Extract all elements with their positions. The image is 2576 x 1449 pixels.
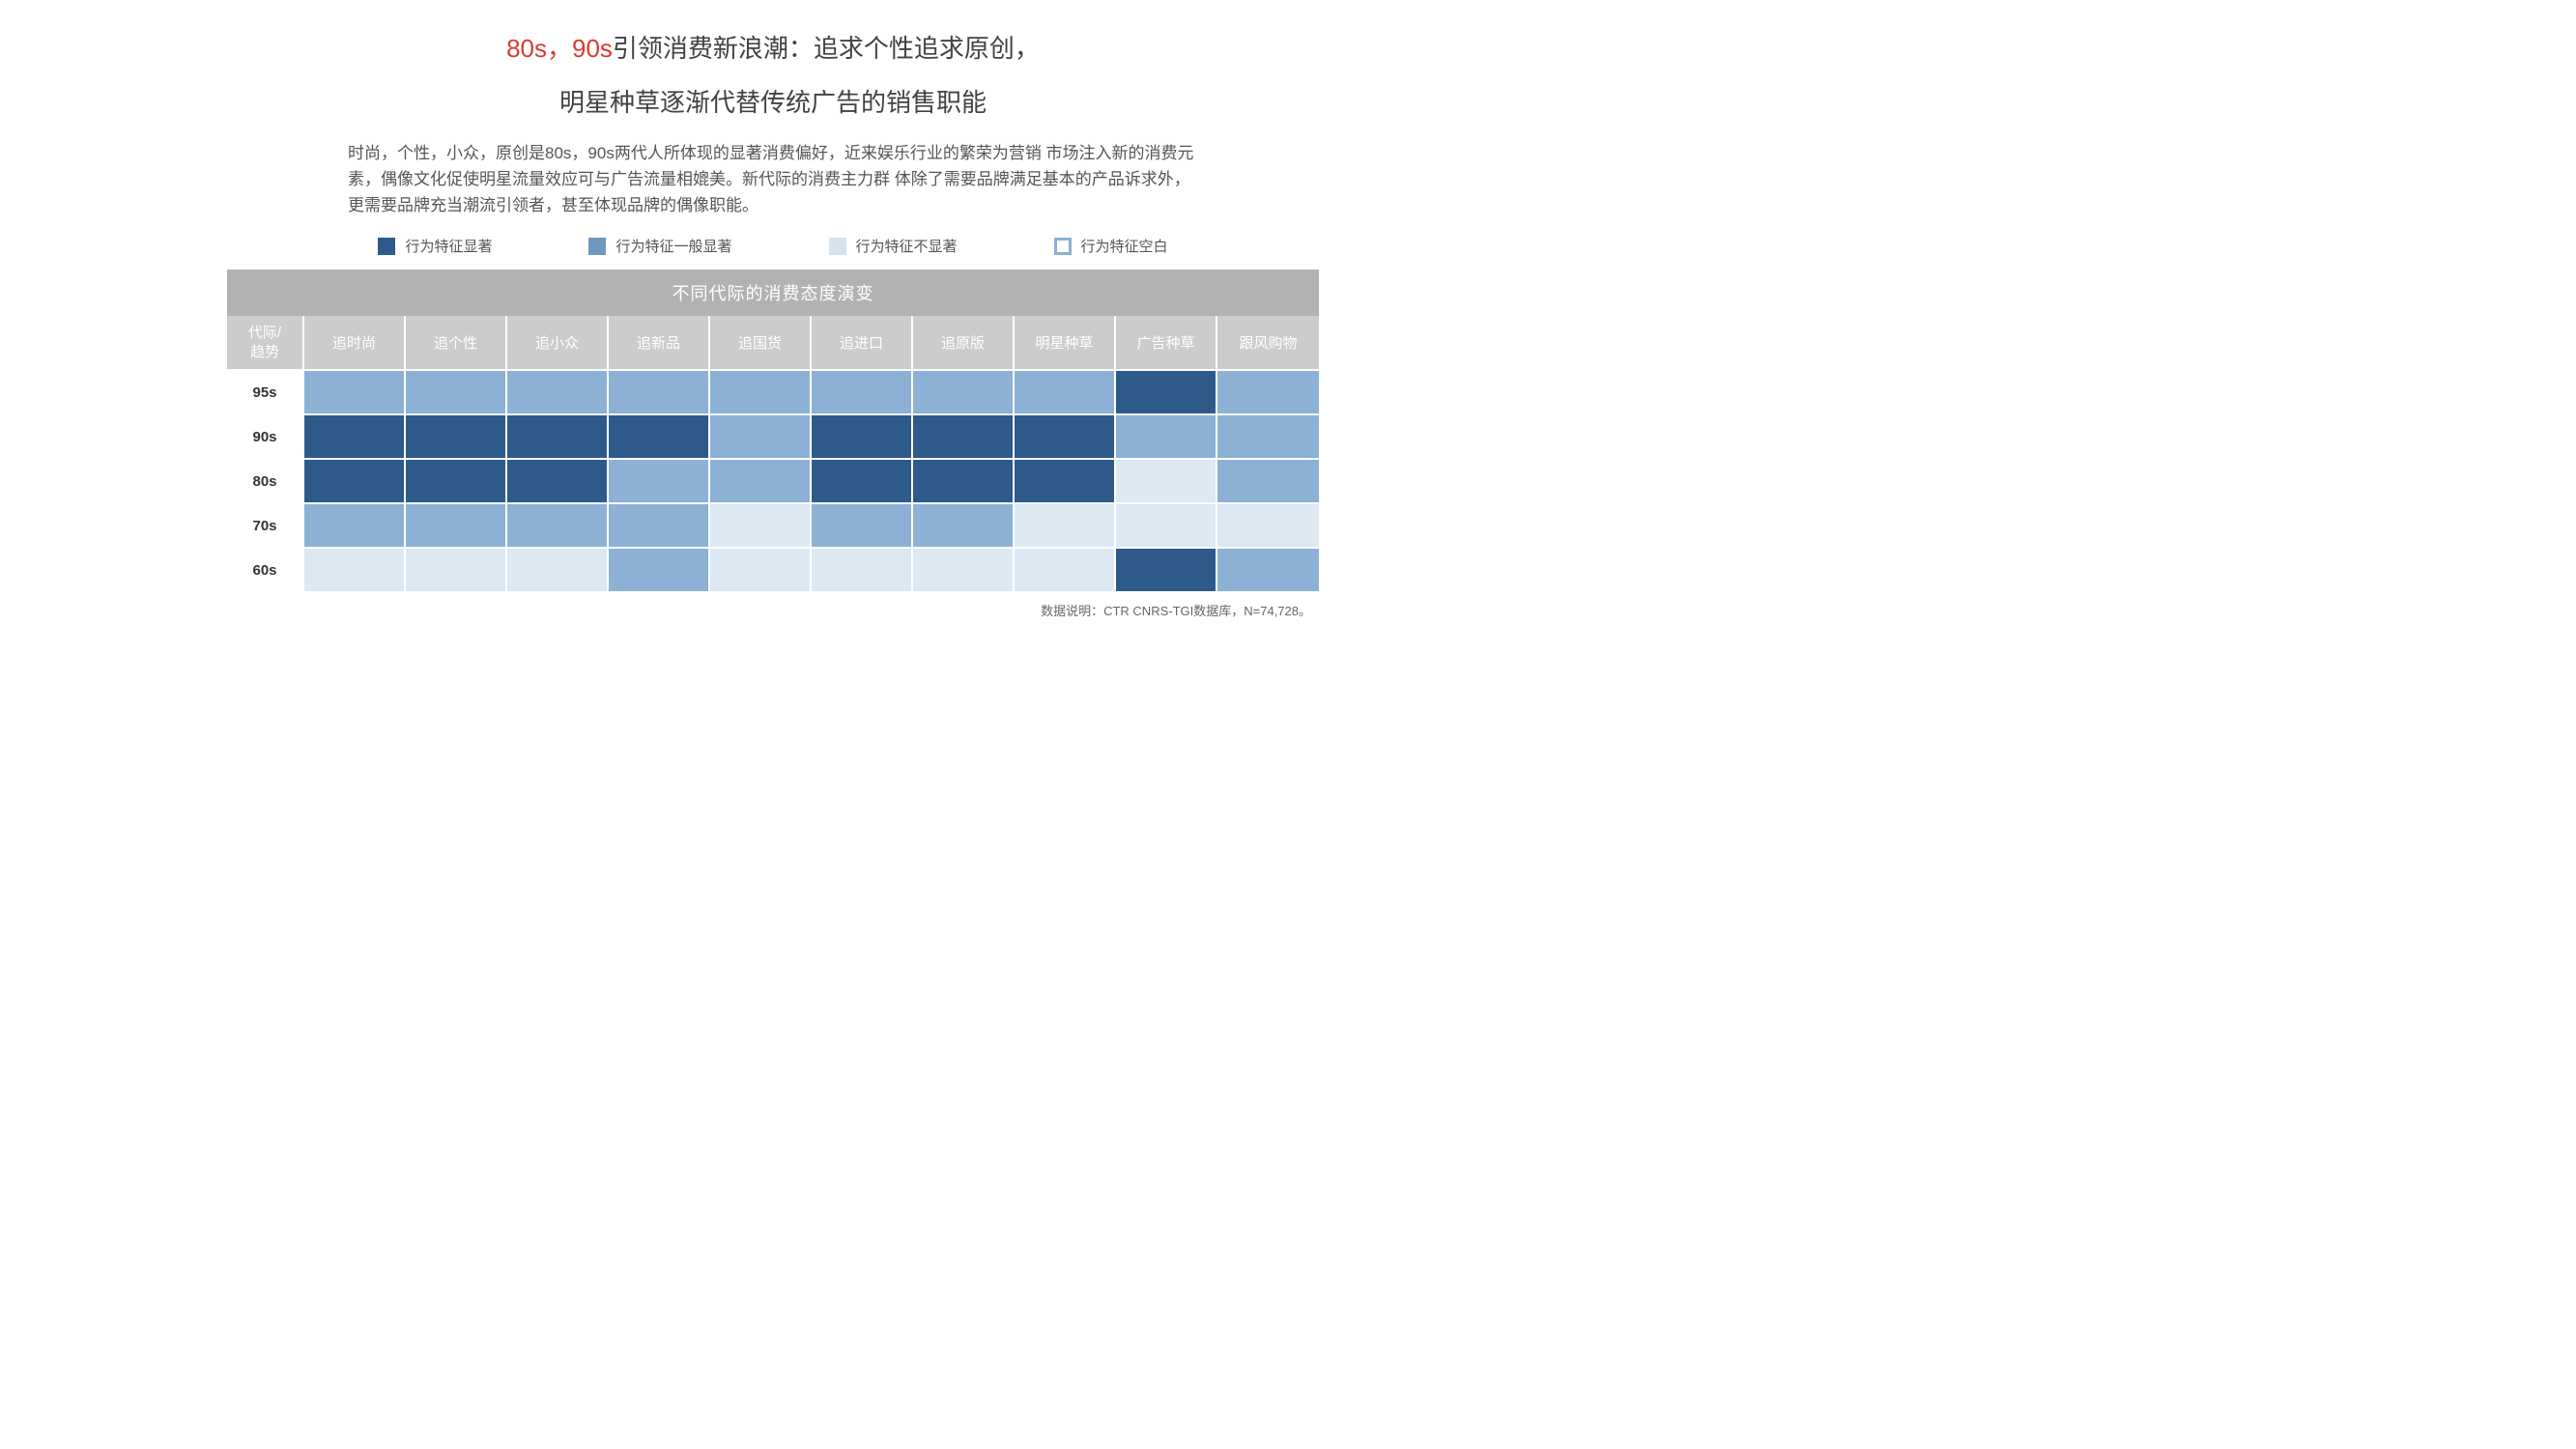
legend-label: 行为特征一般显著 — [615, 236, 731, 256]
heat-cell — [1116, 369, 1217, 413]
heat-cell — [913, 369, 1015, 413]
heat-cell — [1116, 458, 1217, 502]
legend-label: 行为特征空白 — [1081, 236, 1168, 256]
table-body: 95s90s80s70s60s — [227, 369, 1319, 591]
column-header: 跟风购物 — [1217, 316, 1319, 369]
column-header: 追小众 — [507, 316, 609, 369]
heat-cell — [406, 413, 507, 458]
heat-cell — [1015, 502, 1116, 547]
data-source: 数据说明：CTR CNRS-TGI数据库，N=74,728。 — [227, 601, 1319, 619]
row-label: 70s — [227, 502, 304, 547]
heat-cell — [1217, 547, 1319, 591]
heat-cell — [304, 458, 406, 502]
heat-cell — [913, 547, 1015, 591]
row-label: 80s — [227, 458, 304, 502]
column-header: 明星种草 — [1015, 316, 1116, 369]
heat-cell — [710, 547, 812, 591]
column-header: 广告种草 — [1116, 316, 1217, 369]
heat-cell — [406, 547, 507, 591]
legend-item: 行为特征空白 — [1054, 236, 1168, 256]
legend-item: 行为特征一般显著 — [588, 236, 731, 256]
heat-cell — [1116, 413, 1217, 458]
heat-cell — [1015, 369, 1116, 413]
heat-cell — [812, 502, 913, 547]
heat-cell — [913, 413, 1015, 458]
heat-cell — [812, 369, 913, 413]
column-header: 追个性 — [406, 316, 507, 369]
body-paragraph: 时尚，个性，小众，原创是80s，90s两代人所体现的显著消费偏好，近来娱乐行业的… — [348, 140, 1198, 219]
heat-cell — [406, 502, 507, 547]
table-row: 90s — [227, 413, 1319, 458]
heat-cell — [507, 547, 609, 591]
heat-cell — [1217, 458, 1319, 502]
heat-cell — [406, 458, 507, 502]
subtitle: 明星种草逐渐代替传统广告的销售职能 — [227, 83, 1319, 119]
table-row: 95s — [227, 369, 1319, 413]
heat-cell — [609, 547, 710, 591]
heat-cell — [507, 369, 609, 413]
table-title: 不同代际的消费态度演变 — [227, 270, 1319, 316]
legend-item: 行为特征显著 — [378, 236, 492, 256]
heat-cell — [710, 413, 812, 458]
row-label: 90s — [227, 413, 304, 458]
heat-cell — [1015, 547, 1116, 591]
heatmap-table: 代际/趋势追时尚追个性追小众追新品追国货追进口追原版明星种草广告种草跟风购物 9… — [227, 316, 1319, 591]
title-rest: 引领消费新浪潮：追求个性追求原创， — [613, 34, 1040, 63]
heat-cell — [507, 413, 609, 458]
heat-cell — [609, 369, 710, 413]
heat-cell — [1217, 369, 1319, 413]
heat-cell — [1217, 502, 1319, 547]
table-header-row: 代际/趋势追时尚追个性追小众追新品追国货追进口追原版明星种草广告种草跟风购物 — [227, 316, 1319, 369]
heat-cell — [304, 502, 406, 547]
heatmap-table-wrap: 不同代际的消费态度演变 代际/趋势追时尚追个性追小众追新品追国货追进口追原版明星… — [227, 270, 1319, 619]
column-header: 追国货 — [710, 316, 812, 369]
main-title: 80s，90s引领消费新浪潮：追求个性追求原创， — [227, 29, 1319, 70]
legend-label: 行为特征不显著 — [856, 236, 958, 256]
table-row: 60s — [227, 547, 1319, 591]
column-header: 追时尚 — [304, 316, 406, 369]
legend: 行为特征显著 行为特征一般显著 行为特征不显著 行为特征空白 — [227, 236, 1319, 256]
heat-cell — [812, 458, 913, 502]
heat-cell — [812, 547, 913, 591]
heat-cell — [913, 502, 1015, 547]
heat-cell — [1015, 413, 1116, 458]
legend-swatch — [378, 238, 395, 255]
heat-cell — [507, 502, 609, 547]
table-row: 70s — [227, 502, 1319, 547]
heat-cell — [609, 413, 710, 458]
heat-cell — [609, 458, 710, 502]
title-emphasis: 80s，90s — [506, 34, 613, 63]
heat-cell — [304, 413, 406, 458]
heat-cell — [1015, 458, 1116, 502]
legend-swatch — [1054, 238, 1072, 255]
legend-swatch — [829, 238, 846, 255]
heat-cell — [1116, 502, 1217, 547]
column-header: 追进口 — [812, 316, 913, 369]
column-header: 追原版 — [913, 316, 1015, 369]
table-row: 80s — [227, 458, 1319, 502]
row-label: 95s — [227, 369, 304, 413]
heat-cell — [304, 547, 406, 591]
heat-cell — [710, 502, 812, 547]
heat-cell — [1217, 413, 1319, 458]
heat-cell — [507, 458, 609, 502]
column-header: 追新品 — [609, 316, 710, 369]
row-header-column: 代际/趋势 — [227, 316, 304, 369]
row-label: 60s — [227, 547, 304, 591]
heat-cell — [406, 369, 507, 413]
heat-cell — [812, 413, 913, 458]
heat-cell — [304, 369, 406, 413]
heat-cell — [710, 458, 812, 502]
heat-cell — [913, 458, 1015, 502]
heat-cell — [1116, 547, 1217, 591]
heat-cell — [710, 369, 812, 413]
legend-label: 行为特征显著 — [405, 236, 492, 256]
legend-item: 行为特征不显著 — [829, 236, 958, 256]
heat-cell — [609, 502, 710, 547]
slide-container: 80s，90s引领消费新浪潮：追求个性追求原创， 明星种草逐渐代替传统广告的销售… — [227, 29, 1319, 619]
legend-swatch — [588, 238, 606, 255]
